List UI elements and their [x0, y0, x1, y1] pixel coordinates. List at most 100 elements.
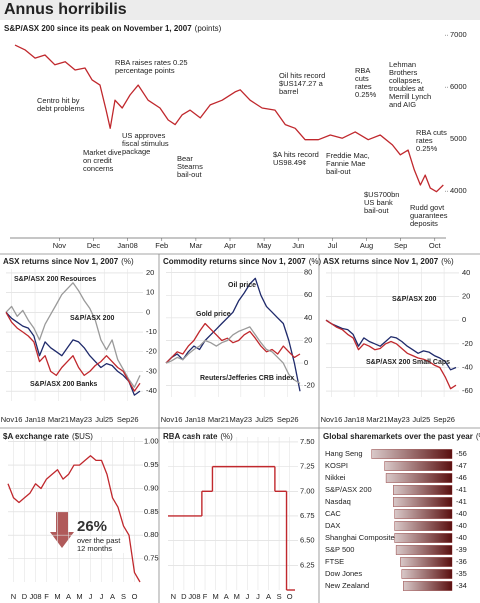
x-tick-label: Jul25 — [95, 415, 113, 424]
y-tick-label: -30 — [146, 366, 157, 375]
value-label: -40 — [456, 521, 467, 530]
chart-unit: (%) — [476, 432, 480, 441]
y-tick-label: -20 — [146, 347, 157, 356]
x-tick-label: Nov — [53, 241, 67, 250]
bar — [394, 521, 453, 531]
category-label: New Zealand — [325, 581, 369, 590]
annotation: over the past 12 months — [76, 536, 126, 554]
x-tick-label: J — [246, 592, 250, 601]
chart-title: ASX returns since Nov 1, 2007 (%) — [323, 257, 454, 266]
y-tick-label: 0.75 — [144, 554, 159, 563]
x-tick-label: O — [287, 592, 293, 601]
x-tick-label: J — [100, 592, 104, 601]
series-line — [165, 277, 301, 392]
category-label: Hang Seng — [325, 449, 363, 458]
bar — [393, 485, 453, 495]
x-tick-label: Jul25 — [255, 415, 273, 424]
value-label: -35 — [456, 569, 467, 578]
series-label: S&P/ASX 200 Banks — [30, 381, 97, 388]
chart-unit: ($US) — [72, 432, 93, 441]
category-label: Nasdaq — [325, 497, 351, 506]
annotation: Rudd govt guarantees deposits — [409, 203, 457, 229]
x-tick-label: May23 — [230, 415, 253, 424]
annotation: 26% — [77, 518, 108, 535]
x-tick-label: M — [213, 592, 219, 601]
x-tick-label: Aug — [360, 241, 373, 250]
series-label: S&P/ASX 200 Resources — [14, 276, 96, 283]
chart-title: S&P/ASX 200 since its peak on November 1… — [4, 24, 222, 33]
y-tick-label: 7000 — [450, 30, 467, 39]
y-tick-label: 40 — [462, 268, 470, 277]
value-label: -34 — [456, 581, 467, 590]
value-label: -41 — [456, 497, 467, 506]
x-tick-label: J08 — [29, 592, 41, 601]
x-tick-label: M — [54, 592, 60, 601]
x-tick-label: Sep26 — [117, 415, 139, 424]
series-line — [165, 322, 301, 364]
down-arrow — [50, 512, 74, 548]
chart-title-text: $A exchange rate — [3, 432, 70, 441]
y-tick-label: 20 — [304, 335, 312, 344]
chart-title-text: ASX returns since Nov 1, 2007 — [3, 257, 119, 266]
y-tick-label: 0 — [462, 315, 466, 324]
x-tick-label: Sep — [394, 241, 407, 250]
x-tick-label: D — [22, 592, 28, 601]
x-tick-label: S — [277, 592, 282, 601]
x-tick-label: N — [11, 592, 16, 601]
annotation: Freddie Mac, Fannie Mae bail-out — [325, 151, 379, 177]
y-tick-label: 0.95 — [144, 460, 159, 469]
y-tick-label: 6.75 — [300, 511, 315, 520]
value-label: -41 — [456, 485, 467, 494]
chart-unit: (%) — [220, 432, 233, 441]
annotation: Centro hit by debt problems — [36, 96, 96, 114]
annotation: RBA cuts rates 0.25% — [415, 128, 449, 154]
category-label: KOSPI — [325, 461, 348, 470]
series-label: Gold price — [196, 311, 231, 318]
x-tick-label: J — [256, 592, 260, 601]
bar — [385, 473, 453, 483]
y-tick-label: 0 — [146, 307, 150, 316]
x-tick-label: Sep26 — [433, 415, 455, 424]
x-tick-label: J — [89, 592, 93, 601]
category-label: CAC — [325, 509, 341, 518]
x-tick-label: Jul25 — [412, 415, 430, 424]
y-tick-label: -20 — [304, 381, 315, 390]
x-tick-label: May — [257, 241, 271, 250]
value-label: -56 — [456, 449, 467, 458]
x-tick-label: D — [181, 592, 187, 601]
chart-title: Commodity returns since Nov 1, 2007 (%) — [163, 257, 321, 266]
x-tick-label: Apr — [224, 241, 236, 250]
y-tick-label: 60 — [304, 290, 312, 299]
x-tick-label: May23 — [70, 415, 93, 424]
value-label: -36 — [456, 557, 467, 566]
y-tick-label: 20 — [146, 268, 154, 277]
page-title: Annus horribilis — [4, 1, 127, 18]
y-tick-label: 10 — [146, 288, 154, 297]
y-tick-label: 1.00 — [144, 437, 159, 446]
y-tick-label: -10 — [146, 327, 157, 336]
x-tick-label: F — [44, 592, 49, 601]
series-label: Reuters/Jefferies CRB index — [200, 375, 294, 382]
series-label: Oil price — [228, 282, 256, 289]
x-tick-label: Mar21 — [48, 415, 69, 424]
series-line — [5, 311, 141, 396]
x-tick-label: A — [66, 592, 71, 601]
x-tick-label: Nov16 — [1, 415, 23, 424]
category-label: Dow Jones — [325, 569, 362, 578]
value-label: -40 — [456, 533, 467, 542]
annotation: RBA cuts rates 0.25% — [354, 66, 386, 100]
chart-unit: (%) — [121, 257, 134, 266]
chart-title-text: Global sharemarkets over the past year — [323, 432, 473, 441]
annotation: Market dives on credit concerns — [82, 148, 128, 174]
chart-unit: (%) — [309, 257, 322, 266]
x-tick-label: Sep26 — [277, 415, 299, 424]
x-tick-label: Mar21 — [366, 415, 387, 424]
series-line — [7, 455, 141, 583]
chart-title: Global sharemarkets over the past year(%… — [323, 432, 480, 441]
x-tick-label: Jan18 — [185, 415, 205, 424]
series-label: S&P/ASX 200 — [392, 296, 436, 303]
bar — [371, 449, 453, 459]
chart-title: RBA cash rate (%) — [163, 432, 233, 441]
x-tick-label: A — [224, 592, 229, 601]
